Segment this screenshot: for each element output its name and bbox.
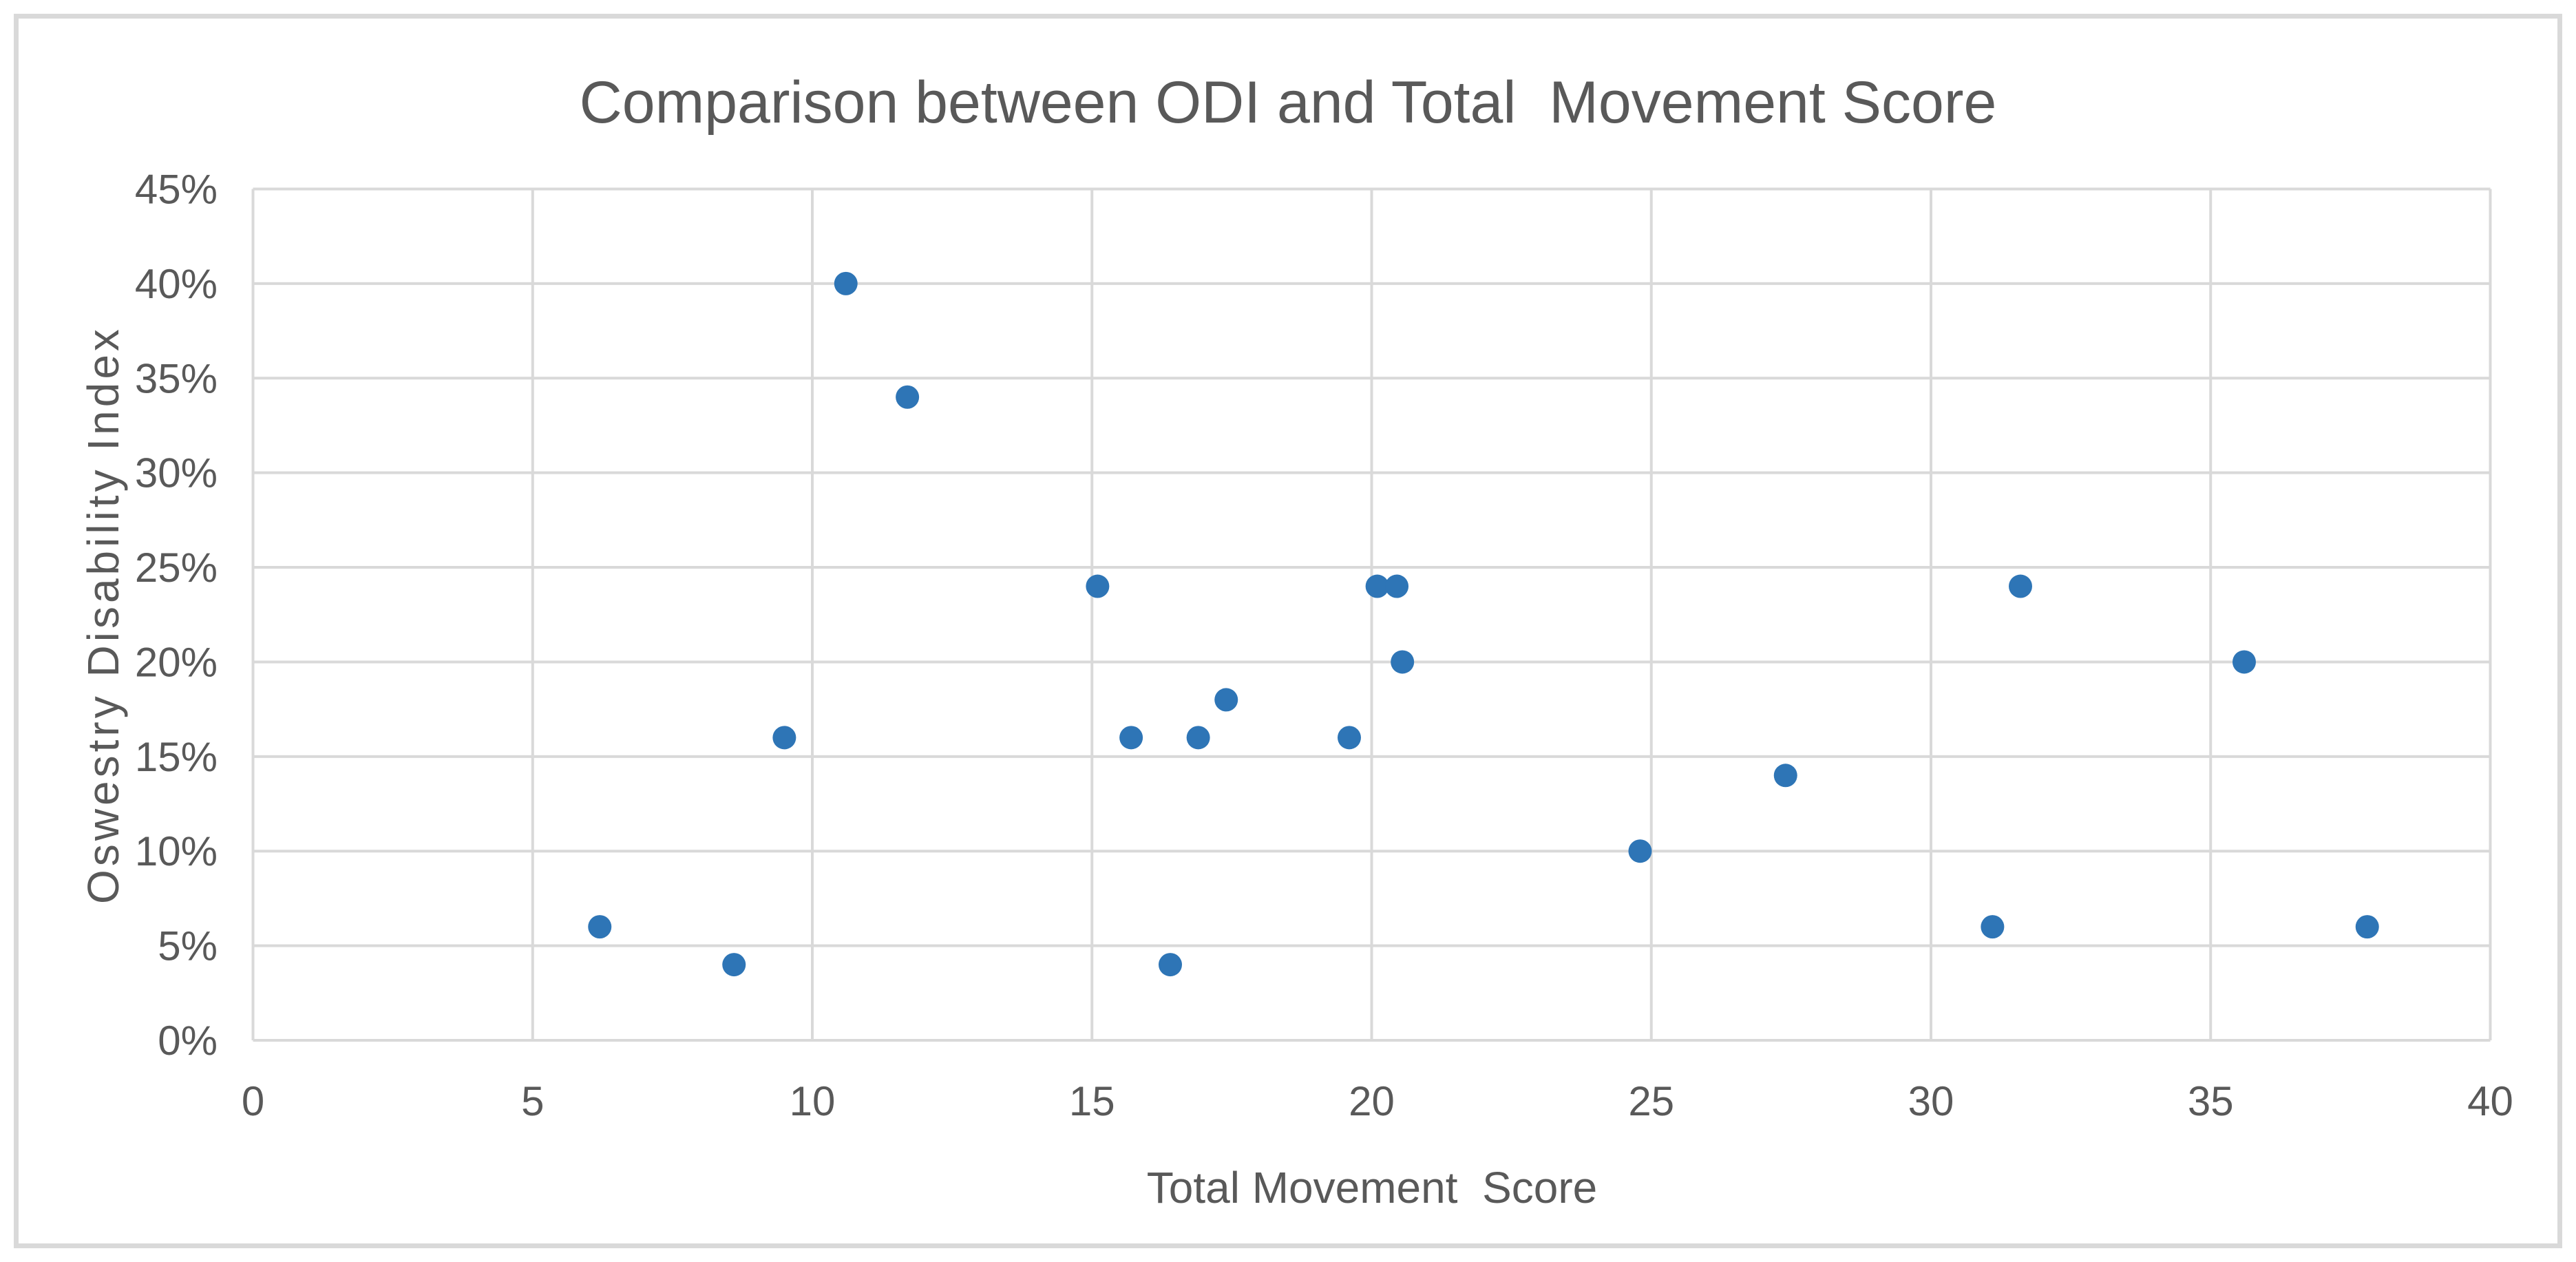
data-point [1086, 574, 1110, 598]
data-point [1391, 650, 1415, 674]
y-tick-label: 10% [135, 828, 218, 874]
x-tick-label: 15 [1069, 1078, 1115, 1124]
data-point [2009, 574, 2032, 598]
x-axis-title: Total Movement Score [1146, 1163, 1598, 1212]
data-point [1159, 953, 1182, 977]
chart-title: Comparison between ODI and Total Movemen… [579, 70, 1997, 136]
data-point [1338, 726, 1361, 750]
data-point [772, 726, 796, 750]
y-tick-label: 20% [135, 639, 218, 685]
data-point [1981, 915, 2005, 939]
data-point [1385, 574, 1409, 598]
y-tick-label: 25% [135, 545, 218, 591]
data-point [1186, 726, 1210, 750]
data-point [896, 385, 920, 409]
x-tick-label: 0 [242, 1078, 264, 1124]
y-tick-label: 35% [135, 355, 218, 401]
chart-outer-border [14, 14, 2562, 1248]
y-tick-label: 0% [158, 1018, 218, 1064]
y-tick-label: 45% [135, 167, 218, 213]
x-tick-label: 30 [1908, 1078, 1954, 1124]
y-tick-label: 5% [158, 923, 218, 969]
x-tick-label: 20 [1349, 1078, 1395, 1124]
data-point [1628, 839, 1652, 863]
x-tick-label: 35 [2188, 1078, 2234, 1124]
y-tick-label: 30% [135, 450, 218, 496]
data-point [1214, 688, 1238, 712]
data-point [722, 953, 746, 977]
x-tick-label: 10 [790, 1078, 836, 1124]
x-tick-label: 25 [1628, 1078, 1674, 1124]
x-tick-label: 40 [2467, 1078, 2513, 1124]
y-tick-label: 40% [135, 261, 218, 307]
data-point [1119, 726, 1143, 750]
y-tick-label: 15% [135, 734, 218, 780]
data-point [588, 915, 612, 939]
data-point [2232, 650, 2256, 674]
data-point [1773, 764, 1797, 788]
data-point [834, 271, 858, 295]
x-tick-label: 5 [521, 1078, 544, 1124]
data-point [2355, 915, 2379, 939]
data-point [1365, 574, 1389, 598]
